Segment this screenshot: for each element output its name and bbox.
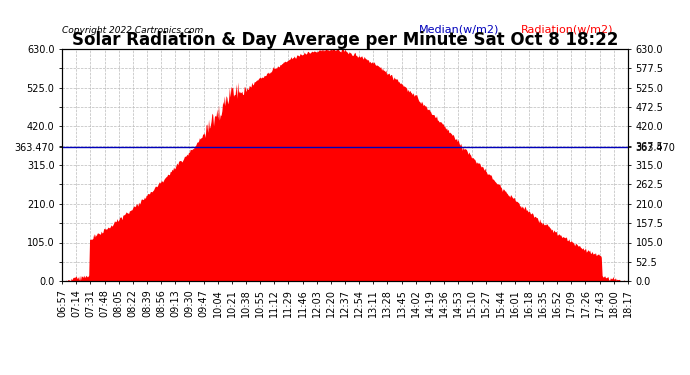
- Title: Solar Radiation & Day Average per Minute Sat Oct 8 18:22: Solar Radiation & Day Average per Minute…: [72, 31, 618, 49]
- Text: Median(w/m2): Median(w/m2): [419, 25, 499, 35]
- Text: Radiation(w/m2): Radiation(w/m2): [520, 25, 613, 35]
- Text: Copyright 2022 Cartronics.com: Copyright 2022 Cartronics.com: [62, 26, 204, 35]
